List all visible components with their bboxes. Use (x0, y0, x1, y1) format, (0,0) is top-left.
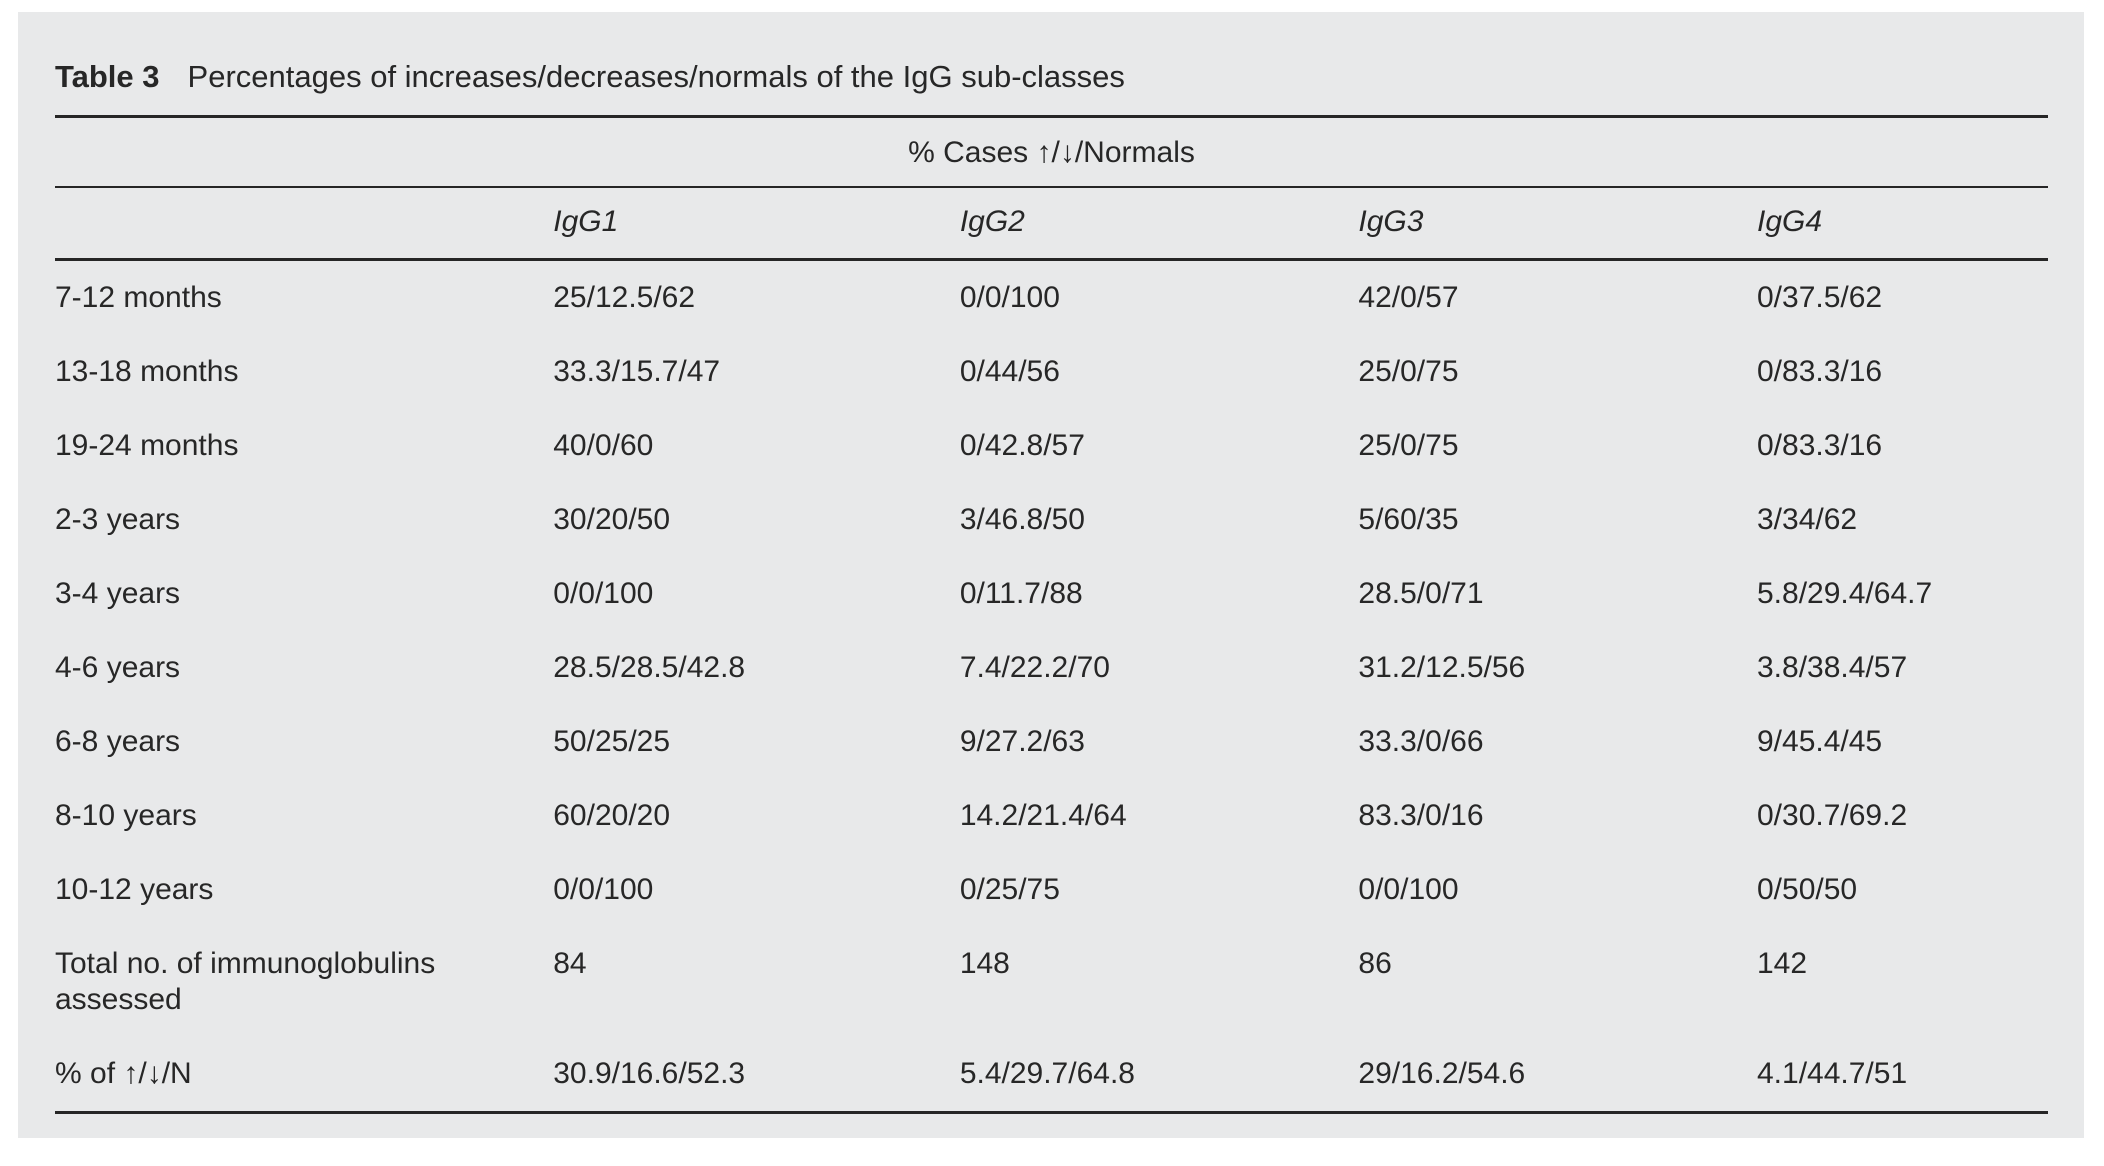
cell: 0/42.8/57 (959, 429, 1085, 463)
row-label: 10-12 years (55, 873, 214, 907)
column-header-igg4: IgG4 (1757, 187, 2048, 262)
cell: 148 (959, 947, 1010, 981)
table-label: Table 3 (55, 59, 160, 94)
cell: 28.5/0/71 (1358, 577, 1484, 611)
column-header-igg1: IgG1 (553, 187, 960, 262)
cell: 14.2/21.4/64 (959, 799, 1127, 833)
cell: 0/25/75 (959, 873, 1060, 907)
cell: 0/0/100 (553, 873, 654, 907)
row-label: 2-3 years (55, 503, 181, 537)
cell: 0/0/100 (1358, 873, 1459, 907)
table-row: 13-18 months 33.3/15.7/47 0/44/56 25/0/7… (55, 335, 2048, 409)
row-label: % of ↑/↓/N (55, 1037, 554, 1115)
table-row: % of ↑/↓/N 30.9/16.6/52.3 5.4/29.7/64.8 … (55, 1037, 2048, 1115)
table-row: Total no. of immunoglobulins assessed 84… (55, 927, 2048, 1037)
cell: 0/37.5/62 (1757, 281, 1883, 315)
cell: 0/50/50 (1757, 873, 1858, 907)
cell: 33.3/15.7/47 (553, 355, 721, 389)
cell: 31.2/12.5/56 (1358, 651, 1526, 685)
table-row: 6-8 years 50/25/25 9/27.2/63 33.3/0/66 9… (55, 705, 2048, 779)
cell: 30/20/50 (553, 503, 671, 537)
column-header-igg2: IgG2 (959, 187, 1359, 262)
cell: 5/60/35 (1358, 503, 1459, 537)
row-label: Total no. of immunoglobulins assessed (55, 947, 436, 1017)
table-row: 10-12 years 0/0/100 0/25/75 0/0/100 0/50… (55, 853, 2048, 927)
cell: 3.8/38.4/57 (1757, 651, 1908, 685)
row-label: 19-24 months (55, 429, 239, 463)
cell: 25/0/75 (1358, 429, 1459, 463)
cell: 4.1/44.7/51 (1757, 1037, 2048, 1115)
cell: 25/0/75 (1358, 355, 1459, 389)
cell: 50/25/25 (553, 725, 671, 759)
cell: 0/0/100 (959, 281, 1060, 315)
table-row: 19-24 months 40/0/60 0/42.8/57 25/0/75 0… (55, 409, 2048, 483)
cell: 60/20/20 (553, 799, 671, 833)
cell: 42/0/57 (1358, 281, 1459, 315)
row-label: 13-18 months (55, 355, 239, 389)
row-label: 7-12 months (55, 281, 222, 315)
row-label: 4-6 years (55, 651, 181, 685)
cell: 0/0/100 (553, 577, 654, 611)
cell: 86 (1358, 947, 1392, 981)
cell: 25/12.5/62 (553, 281, 696, 315)
row-label: 8-10 years (55, 799, 197, 833)
cell: 5.4/29.7/64.8 (959, 1037, 1359, 1115)
cell: 28.5/28.5/42.8 (553, 651, 746, 685)
row-label: 3-4 years (55, 577, 181, 611)
cell: 0/44/56 (959, 355, 1060, 389)
cell: 84 (553, 947, 587, 981)
spanner-row: % Cases ↑/↓/Normals (55, 118, 2048, 189)
cell: 40/0/60 (553, 429, 654, 463)
igg-subclass-table: % Cases ↑/↓/Normals IgG1 IgG2 IgG3 IgG4 … (55, 118, 2048, 1115)
corner-cell (55, 187, 554, 262)
cell: 0/83.3/16 (1757, 429, 1883, 463)
table-row: 2-3 years 30/20/50 3/46.8/50 5/60/35 3/3… (55, 483, 2048, 557)
cell: 0/30.7/69.2 (1757, 799, 1908, 833)
cell: 30.9/16.6/52.3 (553, 1037, 960, 1115)
row-label: 6-8 years (55, 725, 181, 759)
cell: 142 (1757, 947, 1808, 981)
cell: 0/11.7/88 (959, 577, 1083, 611)
column-header-row: IgG1 IgG2 IgG3 IgG4 (55, 187, 2048, 262)
table-row: 4-6 years 28.5/28.5/42.8 7.4/22.2/70 31.… (55, 631, 2048, 705)
table-title: Percentages of increases/decreases/norma… (187, 59, 1125, 94)
table-panel: Table 3 Percentages of increases/decreas… (18, 12, 2084, 1138)
cell: 33.3/0/66 (1358, 725, 1484, 759)
cell: 9/45.4/45 (1757, 725, 1883, 759)
cell: 83.3/0/16 (1358, 799, 1484, 833)
cell: 3/46.8/50 (959, 503, 1085, 537)
table-row: 8-10 years 60/20/20 14.2/21.4/64 83.3/0/… (55, 779, 2048, 853)
column-header-igg3: IgG3 (1358, 187, 1757, 262)
column-spanner: % Cases ↑/↓/Normals (55, 118, 2048, 189)
cell: 3/34/62 (1757, 503, 1858, 537)
cell: 7.4/22.2/70 (959, 651, 1110, 685)
cell: 9/27.2/63 (959, 725, 1085, 759)
table-row: 3-4 years 0/0/100 0/11.7/88 28.5/0/71 5.… (55, 557, 2048, 631)
cell: 5.8/29.4/64.7 (1757, 577, 1933, 611)
table-row: 7-12 months 25/12.5/62 0/0/100 42/0/57 0… (55, 260, 2048, 336)
cell: 29/16.2/54.6 (1358, 1037, 1757, 1115)
table-caption: Table 3 Percentages of increases/decreas… (55, 58, 2048, 119)
cell: 0/83.3/16 (1757, 355, 1883, 389)
